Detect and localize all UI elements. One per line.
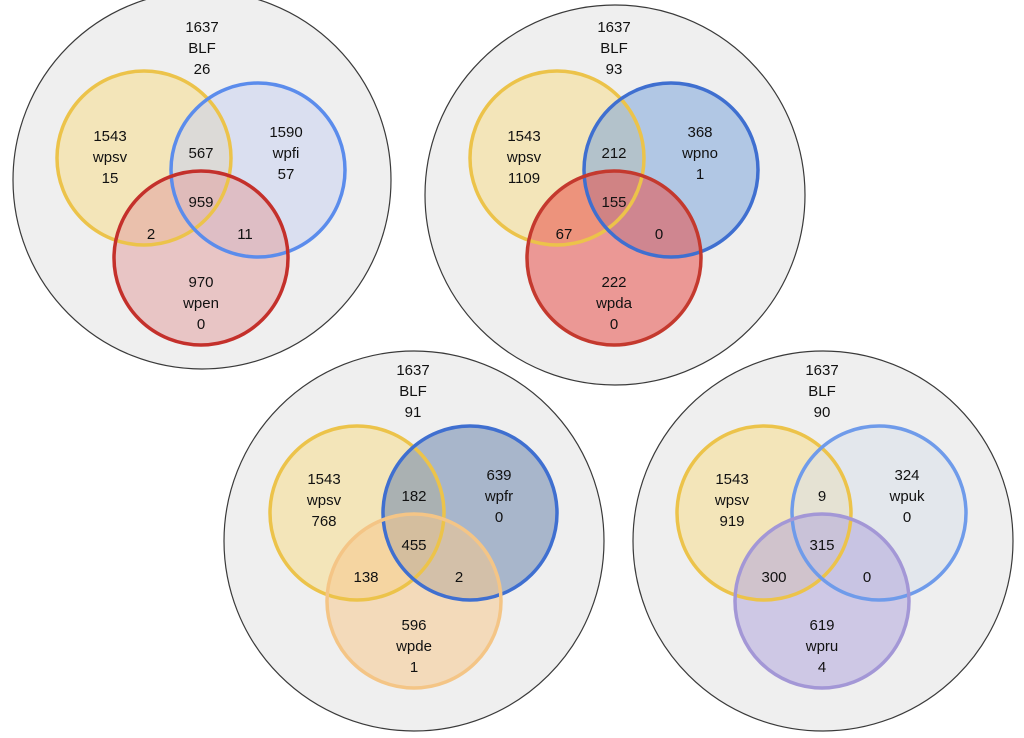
set-a-label: wpsv (714, 492, 750, 509)
universe-total: 1637 (805, 362, 838, 379)
set-b-total: 639 (486, 467, 511, 484)
set-b-only-count: 0 (495, 509, 503, 526)
set-b-outline (169, 81, 347, 259)
universe-outside-count: 93 (606, 61, 623, 78)
universe-total: 1637 (597, 19, 630, 36)
set-b-only-count: 57 (278, 166, 295, 183)
intersection-ab: 182 (401, 488, 426, 505)
set-c-total: 970 (188, 274, 213, 291)
set-b-outline (381, 424, 559, 602)
universe-label: BLF (399, 383, 427, 400)
set-a-label: wpsv (506, 149, 542, 166)
set-a-only-count: 15 (102, 170, 119, 187)
set-a-outline (268, 424, 446, 602)
set-a-label: wpsv (92, 149, 128, 166)
set-a-total: 1543 (507, 128, 540, 145)
set-b-outline (582, 81, 760, 259)
intersection-ac: 300 (761, 569, 786, 586)
set-a-total: 1543 (307, 471, 340, 488)
universe-outside-count: 26 (194, 61, 211, 78)
intersection-bc: 2 (455, 569, 463, 586)
set-b-label: wpuk (888, 488, 925, 505)
set-c-outline (325, 512, 503, 690)
set-c-label: wpde (395, 638, 432, 655)
set-c-circle (527, 171, 701, 345)
set-c-label: wpda (595, 295, 633, 312)
set-a-outline (675, 424, 853, 602)
universe-label: BLF (808, 383, 836, 400)
set-c-total: 596 (401, 617, 426, 634)
intersection-abc: 455 (401, 537, 426, 554)
set-c-only-count: 4 (818, 659, 826, 676)
set-c-outline (525, 169, 703, 347)
set-b-label: wpfr (484, 488, 513, 505)
intersection-ac: 138 (353, 569, 378, 586)
set-b-total: 1590 (269, 124, 302, 141)
set-a-total: 1543 (715, 471, 748, 488)
intersection-abc: 315 (809, 537, 834, 554)
set-a-only-count: 768 (311, 513, 336, 530)
intersection-bc: 0 (863, 569, 871, 586)
set-c-label: wpen (182, 295, 219, 312)
set-c-only-count: 1 (410, 659, 418, 676)
set-b-total: 324 (894, 467, 919, 484)
intersection-abc: 959 (188, 194, 213, 211)
intersection-ab: 212 (601, 145, 626, 162)
set-c-only-count: 0 (610, 316, 618, 333)
set-c-circle (327, 514, 501, 688)
set-c-total: 222 (601, 274, 626, 291)
set-a-label: wpsv (306, 492, 342, 509)
venn-diagram-wpsv-wpno-wpda: 1637 BLF 93 1543 wpsv 1109 368 wpno 1 22… (424, 4, 806, 386)
intersection-ab: 9 (818, 488, 826, 505)
set-b-total: 368 (687, 124, 712, 141)
set-c-outline (112, 169, 290, 347)
set-c-outline (733, 512, 911, 690)
intersection-bc: 0 (655, 226, 663, 243)
set-c-total: 619 (809, 617, 834, 634)
set-b-label: wpfi (272, 145, 300, 162)
intersection-bc: 11 (237, 226, 253, 243)
set-b-only-count: 0 (903, 509, 911, 526)
set-b-label: wpno (681, 145, 718, 162)
set-c-only-count: 0 (197, 316, 205, 333)
venn-diagram-wpsv-wpuk-wpru: 1637 BLF 90 1543 wpsv 919 324 wpuk 0 619… (632, 350, 1014, 732)
set-c-circle (114, 171, 288, 345)
intersection-abc: 155 (601, 194, 626, 211)
universe-total: 1637 (185, 19, 218, 36)
intersection-ac: 2 (147, 226, 155, 243)
set-a-only-count: 919 (719, 513, 744, 530)
set-a-outline (55, 69, 233, 247)
set-c-label: wpru (805, 638, 839, 655)
universe-label: BLF (188, 40, 216, 57)
universe-total: 1637 (396, 362, 429, 379)
intersection-ab: 567 (188, 145, 213, 162)
universe-outside-count: 90 (814, 404, 831, 421)
set-a-outline (468, 69, 646, 247)
set-a-only-count: 1109 (508, 170, 540, 187)
intersection-ac: 67 (556, 226, 573, 243)
venn-diagram-wpsv-wpfi-wpen: 1637 BLF 26 1543 wpsv 15 1590 wpfi 57 97… (12, 0, 392, 370)
set-a-total: 1543 (93, 128, 126, 145)
universe-label: BLF (600, 40, 628, 57)
set-b-outline (790, 424, 968, 602)
set-b-only-count: 1 (696, 166, 704, 183)
universe-outside-count: 91 (405, 404, 422, 421)
venn-diagram-wpsv-wpfr-wpde: 1637 BLF 91 1543 wpsv 768 639 wpfr 0 596… (223, 350, 605, 732)
set-c-circle (735, 514, 909, 688)
